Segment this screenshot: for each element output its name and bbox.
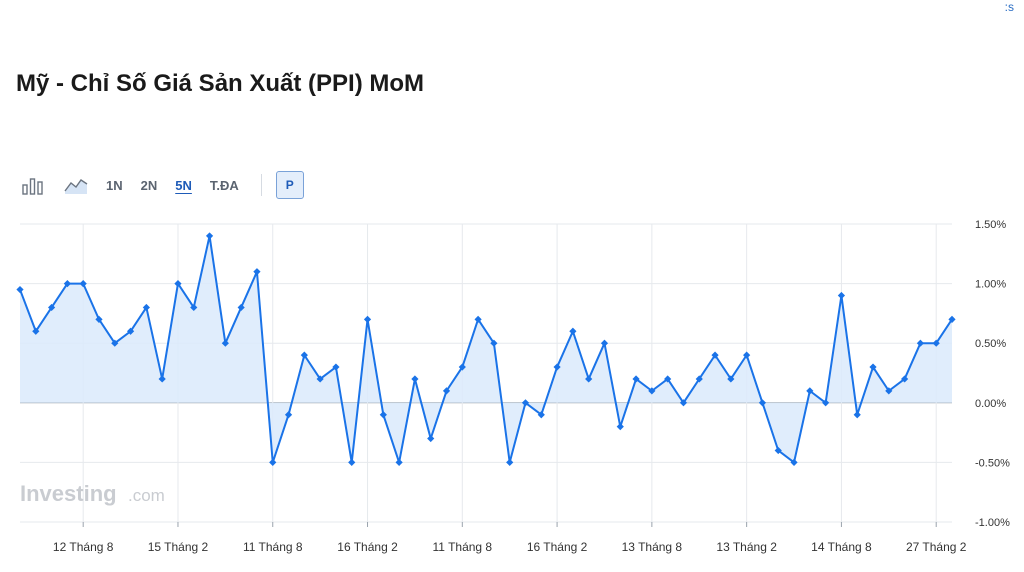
- data-point: [111, 339, 119, 347]
- data-point: [47, 303, 56, 312]
- data-point: [837, 291, 846, 300]
- x-axis-ticks: 12 Tháng 8 15 Tháng 2 11 Tháng 8 16 Tháng 2…: [53, 540, 967, 554]
- range-2n-button[interactable]: 2N: [140, 177, 158, 193]
- chart-area: [20, 235, 952, 463]
- data-point: [932, 339, 940, 347]
- data-point: [190, 303, 198, 312]
- data-point: [822, 399, 830, 407]
- bar-chart-icon[interactable]: [22, 174, 46, 196]
- data-point: [16, 285, 24, 294]
- y-tick-label: 0.50%: [975, 338, 1006, 350]
- data-point: [363, 315, 372, 323]
- data-point: [600, 339, 609, 347]
- data-point: [758, 399, 767, 407]
- data-point: [442, 387, 451, 395]
- data-point: [458, 363, 466, 371]
- watermark-suffix: .com: [128, 486, 165, 505]
- page-title: Mỹ - Chỉ Số Giá Sản Xuất (PPI) MoM: [16, 70, 425, 97]
- y-tick-label: -0.50%: [975, 457, 1010, 469]
- y-tick-label: 1.00%: [975, 279, 1006, 291]
- range-5n-button[interactable]: 5N: [175, 177, 192, 193]
- data-point: [411, 375, 419, 383]
- data-point: [490, 339, 498, 347]
- x-tick-label: 16 Tháng 2: [527, 540, 588, 554]
- data-point: [743, 351, 751, 359]
- data-point: [616, 423, 624, 431]
- data-point: [506, 458, 514, 466]
- y-tick-label: -1.00%: [975, 517, 1010, 529]
- x-tick-label: 13 Tháng 2: [716, 540, 777, 554]
- corner-text: :s: [1004, 0, 1014, 14]
- data-point: [316, 375, 324, 383]
- data-point: [521, 399, 530, 407]
- data-point: [569, 327, 577, 335]
- data-point: [916, 339, 925, 347]
- data-point: [427, 434, 435, 443]
- area-chart-icon[interactable]: [64, 174, 88, 196]
- y-tick-label: 1.50%: [975, 219, 1006, 231]
- toolbar-divider: [260, 174, 262, 196]
- x-tick-label: 27 Tháng 2: [906, 540, 967, 554]
- data-point: [679, 399, 688, 407]
- x-tick-label: 12 Tháng 8: [53, 540, 114, 554]
- y-axis-ticks: 1.50% 1.00% 0.50% 0.00% -0.50% -1.00%: [975, 219, 1010, 529]
- data-point: [790, 458, 798, 466]
- x-tick-label: 13 Tháng 8: [622, 540, 683, 554]
- data-point: [348, 458, 356, 466]
- range-max-button[interactable]: T.ĐA: [209, 177, 239, 193]
- data-point: [142, 303, 150, 312]
- data-point: [648, 387, 656, 395]
- data-point: [395, 458, 403, 466]
- data-point: [885, 387, 893, 395]
- x-tick-label: 14 Tháng 8: [811, 540, 872, 554]
- watermark-brand: Investing: [20, 481, 117, 506]
- data-point: [205, 232, 214, 240]
- data-point: [806, 387, 814, 395]
- data-point: [269, 458, 277, 466]
- x-tick-label: 16 Tháng 2: [337, 540, 398, 554]
- x-tick-label: 11 Tháng 8: [433, 540, 493, 554]
- data-point: [237, 303, 245, 312]
- data-point: [711, 351, 719, 359]
- data-point: [853, 411, 861, 419]
- data-point: [221, 339, 229, 347]
- data-point: [253, 268, 261, 276]
- series-area: [20, 235, 952, 463]
- data-point: [300, 351, 308, 359]
- x-tick-label: 15 Tháng 2: [148, 540, 209, 554]
- y-tick-label: 0.00%: [975, 398, 1006, 410]
- x-tick-label: 11 Tháng 8: [243, 540, 303, 554]
- series-line: [19, 234, 953, 464]
- range-1n-button[interactable]: 1N: [106, 177, 123, 193]
- p-button[interactable]: P: [275, 171, 304, 199]
- chart-toolbar: 1N 2N 5N T.ĐA P: [22, 170, 304, 200]
- ppi-chart: Investing .com 1.50% 1.00% 0.50% 0.00% -0.50…: [16, 219, 1010, 554]
- chart-line: [19, 234, 953, 464]
